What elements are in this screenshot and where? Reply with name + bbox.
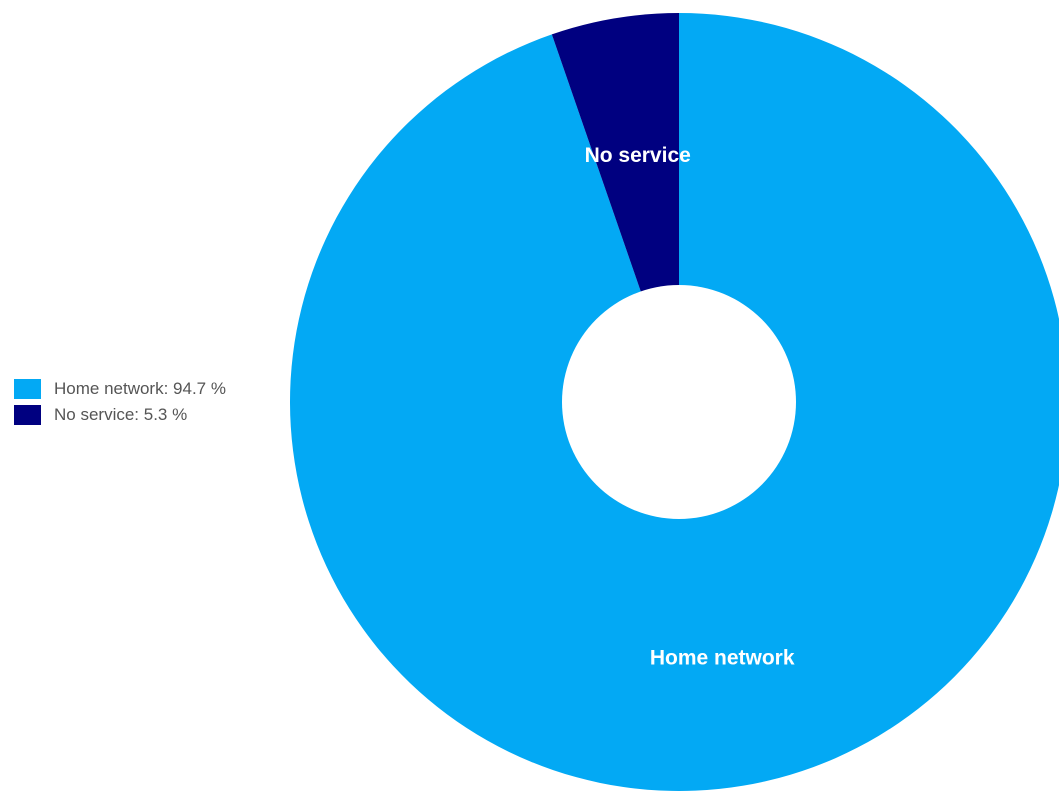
- slice-label-no-service: No service: [585, 144, 691, 167]
- legend-item-no-service[interactable]: No service: 5.3 %: [14, 402, 226, 428]
- legend-item-home-network[interactable]: Home network: 94.7 %: [14, 376, 226, 402]
- legend-label-no-service: No service: 5.3 %: [54, 405, 188, 424]
- slice-label-home-network: Home network: [650, 647, 795, 670]
- slice-labels-group: Home network No service: [585, 144, 795, 670]
- legend-swatch-home-network: [14, 379, 41, 399]
- donut-hole: [562, 285, 796, 519]
- chart-legend: Home network: 94.7 % No service: 5.3 %: [14, 376, 226, 428]
- legend-label-home-network: Home network: 94.7 %: [54, 379, 226, 398]
- legend-swatch-no-service: [14, 405, 41, 425]
